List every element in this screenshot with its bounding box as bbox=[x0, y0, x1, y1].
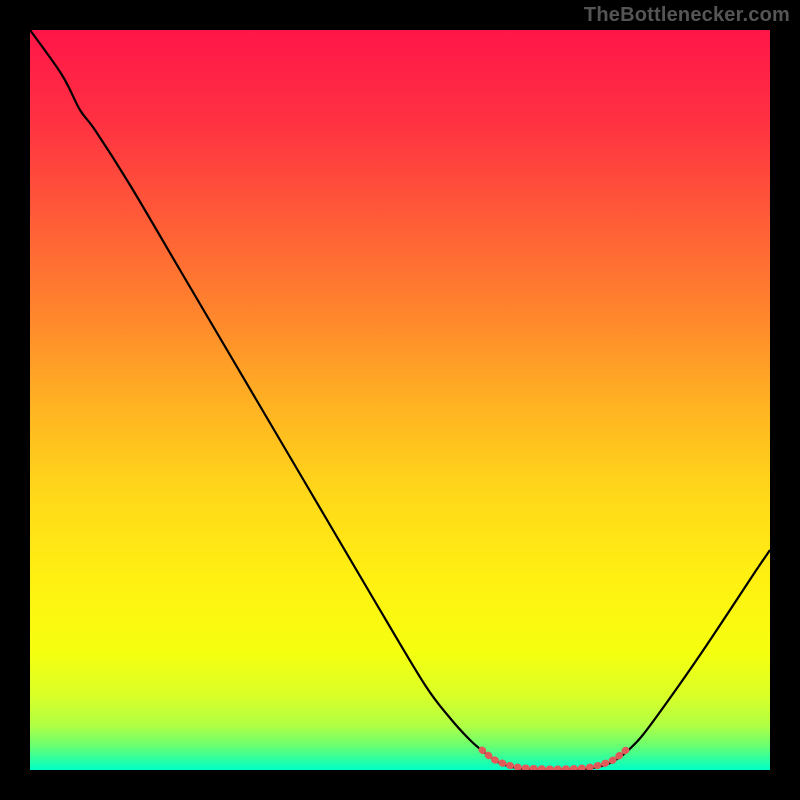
watermark-text: TheBottlenecker.com bbox=[584, 4, 790, 27]
chart-area bbox=[30, 30, 770, 770]
trough-highlight bbox=[30, 30, 770, 770]
